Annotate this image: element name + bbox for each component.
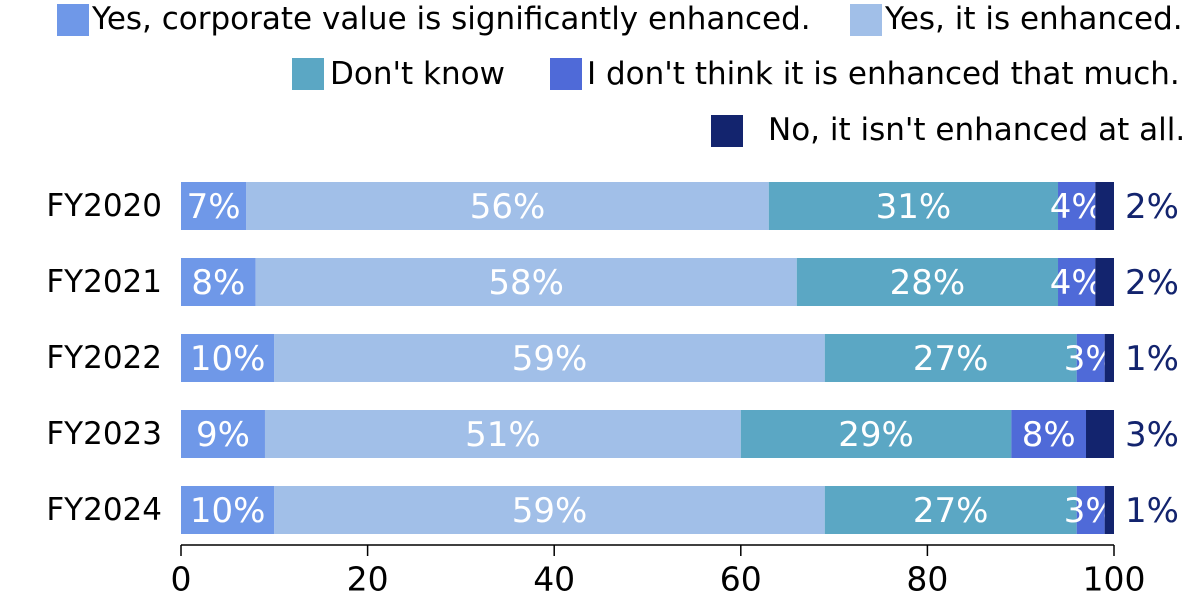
data-label-fy2022-series-1: 10% [190, 339, 266, 379]
category-label-fy2023: FY2023 [46, 416, 162, 452]
data-label-fy2021-series-2: 58% [488, 263, 564, 303]
data-label-fy2024-series-5: 1% [1125, 491, 1179, 531]
data-label-fy2024-series-3: 27% [913, 491, 989, 531]
bar-fy2020-series-5 [1095, 182, 1114, 230]
bar-fy2021-series-2 [255, 258, 797, 306]
data-label-fy2020-series-3: 31% [876, 187, 952, 227]
bar-fy2023-series-4 [1011, 410, 1087, 458]
legend-label-3: Don't know [330, 56, 505, 92]
data-label-fy2020-series-5: 2% [1125, 187, 1179, 227]
data-label-fy2022-series-2: 59% [512, 339, 588, 379]
bar-fy2022-series-2 [274, 334, 825, 382]
data-label-fy2023-series-4: 8% [1022, 415, 1076, 455]
category-label-fy2021: FY2021 [46, 264, 162, 300]
data-label-fy2020-series-4: 4% [1050, 187, 1104, 227]
bar-fy2020-series-4 [1058, 182, 1096, 230]
data-label-fy2021-series-5: 2% [1125, 263, 1179, 303]
bar-fy2022-series-4 [1076, 334, 1105, 382]
legend-label-4: I don't think it is enhanced that much. [587, 56, 1180, 92]
bar-fy2022-series-1 [181, 334, 275, 382]
data-label-fy2022-series-3: 27% [913, 339, 989, 379]
legend-label-1: Yes, corporate value is significantly en… [91, 1, 811, 37]
bar-fy2023-series-5 [1086, 410, 1114, 458]
bar-fy2022-series-3 [824, 334, 1077, 382]
legend: Yes, corporate value is significantly en… [57, 1, 1185, 148]
bars: 7% 56% 31% 4% 2% 8% 58% 28% 4% 2% 10% 59% 27% 3% 1% 9% 5… [181, 182, 1179, 534]
legend-swatch-2 [850, 4, 882, 36]
legend-swatch-4 [550, 58, 582, 90]
data-label-fy2024-series-1: 10% [190, 491, 266, 531]
x-tick-label-20: 20 [347, 560, 389, 596]
x-tick-label-80: 80 [906, 560, 948, 596]
category-label-fy2022: FY2022 [46, 340, 162, 376]
data-label-fy2023-series-1: 9% [196, 415, 250, 455]
data-label-fy2023-series-2: 51% [465, 415, 541, 455]
bar-fy2021-series-3 [796, 258, 1059, 306]
bar-fy2021-series-4 [1058, 258, 1096, 306]
legend-swatch-1 [57, 4, 89, 36]
legend-label-2: Yes, it is enhanced. [884, 1, 1183, 37]
category-label-fy2024: FY2024 [46, 492, 162, 528]
bar-fy2024-series-5 [1104, 486, 1114, 534]
legend-label-5: No, it isn't enhanced at all. [768, 112, 1185, 148]
x-axis: 0 20 40 60 80 100 [171, 544, 1146, 596]
data-label-fy2020-series-1: 7% [187, 187, 241, 227]
bar-fy2023-series-1 [181, 410, 265, 458]
x-tick-label-100: 100 [1083, 560, 1146, 596]
bar-fy2024-series-4 [1076, 486, 1105, 534]
bar-fy2024-series-1 [181, 486, 275, 534]
bar-fy2020-series-2 [246, 182, 769, 230]
data-label-fy2024-series-2: 59% [512, 491, 588, 531]
data-label-fy2023-series-5: 3% [1125, 415, 1179, 455]
bar-fy2024-series-3 [824, 486, 1077, 534]
data-label-fy2020-series-2: 56% [470, 187, 546, 227]
data-label-fy2022-series-5: 1% [1125, 339, 1179, 379]
bar-fy2022-series-5 [1104, 334, 1114, 382]
x-tick-label-60: 60 [720, 560, 762, 596]
legend-swatch-3 [292, 58, 324, 90]
bar-fy2023-series-2 [264, 410, 741, 458]
x-tick-label-40: 40 [533, 560, 575, 596]
bar-fy2021-series-1 [181, 258, 256, 306]
x-tick-label-0: 0 [171, 560, 192, 596]
category-labels: FY2020 FY2021 FY2022 FY2023 FY2024 [46, 188, 162, 528]
bar-fy2024-series-2 [274, 486, 825, 534]
legend-swatch-5 [711, 115, 743, 147]
data-label-fy2021-series-4: 4% [1050, 263, 1104, 303]
data-label-fy2021-series-1: 8% [191, 263, 245, 303]
data-label-fy2021-series-3: 28% [890, 263, 966, 303]
bar-fy2020-series-1 [181, 182, 247, 230]
data-label-fy2023-series-3: 29% [838, 415, 914, 455]
category-label-fy2020: FY2020 [46, 188, 162, 224]
bar-fy2020-series-3 [768, 182, 1059, 230]
bar-fy2021-series-5 [1095, 258, 1114, 306]
bar-fy2023-series-3 [740, 410, 1012, 458]
